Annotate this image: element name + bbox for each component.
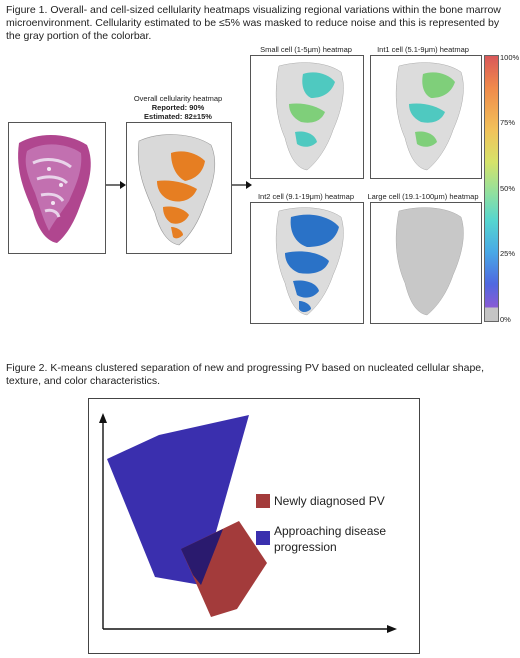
figure2-caption: Figure 2. K-means clustered separation o…: [6, 362, 485, 387]
legend-label-progression: Approaching disease: [274, 524, 387, 538]
legend-label-new-pv: Newly diagnosed PV: [274, 494, 385, 508]
large-cell-heatmap: [370, 202, 482, 324]
kmeans-plot: [99, 413, 397, 633]
int2-cell-heatmap: [250, 202, 364, 324]
colorbar-tick: 25%: [500, 249, 516, 258]
he-stain-image: [18, 134, 91, 243]
small-cell-image: [275, 62, 344, 171]
small-cell-heatmap: [250, 55, 364, 179]
colorbar-tick: 0%: [500, 315, 511, 324]
legend-label-progression-2: progression: [274, 540, 337, 554]
kmeans-cluster-chart: [88, 398, 420, 654]
overall-title-text: Overall cellularity heatmap: [133, 94, 223, 103]
arrow-right-icon: [232, 181, 252, 189]
colorbar-tick: 50%: [500, 184, 516, 193]
progression-cluster: [107, 415, 249, 585]
legend-swatch-progression: [256, 531, 270, 545]
he-stain-panel: [8, 122, 106, 254]
int2-cell-title: Int2 cell (9.1-19μm) heatmap: [257, 192, 355, 201]
int1-cell-image: [395, 62, 464, 171]
large-cell-image: [395, 207, 464, 316]
int1-cell-heatmap: [370, 55, 482, 179]
large-cell-title: Large cell (19.1-100μm) heatmap: [367, 192, 479, 201]
x-axis-arrow-icon: [387, 625, 397, 633]
estimated-value: Estimated: 82±15%: [144, 112, 212, 121]
int2-cell-image: [275, 207, 344, 316]
colorbar-tick: 100%: [500, 53, 520, 62]
reported-value: Reported: 90%: [151, 103, 205, 112]
legend-swatch-new-pv: [256, 494, 270, 508]
overall-heatmap-image: [137, 134, 216, 246]
figure1-caption: Figure 1. Overall- and cell-sized cellul…: [6, 4, 501, 42]
cluster-overlap: [181, 529, 223, 585]
overall-heatmap-title: Overall cellularity heatmap Reported: 90…: [118, 94, 238, 121]
colorbar-tick: 75%: [500, 118, 516, 127]
overall-heatmap-panel: [126, 122, 232, 254]
colorbar: [484, 55, 499, 322]
int1-cell-title: Int1 cell (5.1-9μm) heatmap: [377, 45, 469, 54]
small-cell-title: Small cell (1-5μm) heatmap: [260, 45, 352, 54]
arrow-right-icon: [106, 181, 126, 189]
y-axis-arrow-icon: [99, 413, 107, 423]
